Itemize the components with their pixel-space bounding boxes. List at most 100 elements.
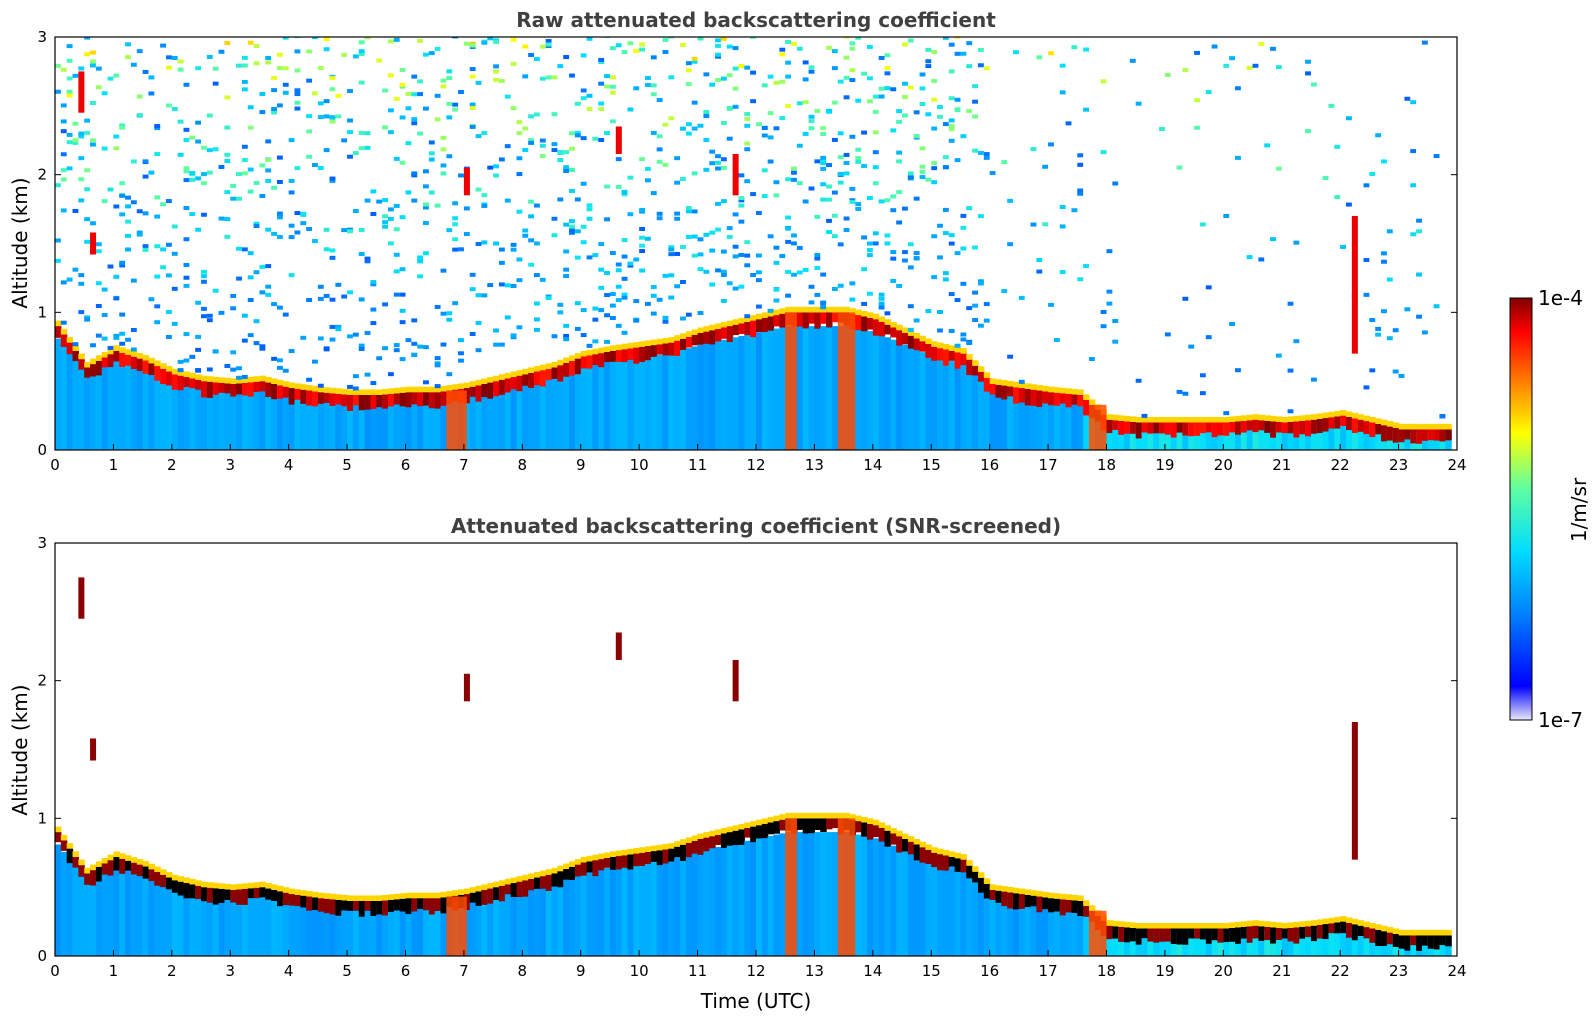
boundary-layer-cell (1153, 425, 1160, 450)
aerosol-layer-cell (1340, 921, 1347, 934)
noise-cell (498, 157, 505, 162)
layer-edge-cell (411, 892, 418, 899)
noise-cell (855, 156, 862, 161)
boundary-layer-cell (148, 877, 155, 956)
noise-cell (90, 59, 96, 64)
noise-cell (1369, 368, 1376, 373)
noise-cell (598, 285, 605, 290)
layer-edge-cell (516, 370, 523, 376)
boundary-layer-cell (300, 395, 307, 450)
boundary-layer-cell (487, 389, 494, 450)
noise-cell (452, 107, 459, 112)
aerosol-layer-cell (907, 335, 915, 349)
noise-cell (580, 333, 587, 338)
precipitation-streak (1088, 404, 1107, 450)
boundary-layer-cell (621, 865, 629, 956)
noise-cell (539, 143, 546, 148)
layer-edge-cell (551, 361, 558, 368)
noise-cell (767, 159, 774, 164)
aerosol-layer-cell (1240, 420, 1248, 433)
noise-cell (1375, 326, 1382, 331)
layer-edge-cell (113, 345, 120, 351)
boundary-layer-cell (1369, 931, 1376, 956)
noise-cell (271, 88, 277, 93)
noise-cell (907, 327, 914, 332)
noise-cell (516, 278, 523, 283)
noise-cell (720, 37, 727, 41)
boundary-layer-cell (954, 868, 962, 956)
boundary-layer-cell (352, 400, 360, 450)
noise-cell (382, 224, 388, 229)
noise-cell (645, 76, 651, 81)
noise-cell (726, 281, 733, 286)
boundary-layer-cell (796, 832, 804, 956)
aerosol-layer-cell (1381, 425, 1388, 442)
noise-cell (750, 37, 756, 39)
boundary-layer-cell (861, 329, 868, 450)
noise-cell (458, 338, 464, 343)
boundary-layer-cell (756, 332, 763, 450)
layer-edge-cell (720, 827, 728, 834)
layer-edge-cell (1264, 921, 1271, 927)
noise-cell (1164, 73, 1171, 78)
layer-edge-cell (726, 320, 734, 327)
noise-cell (66, 44, 73, 49)
noise-cell (458, 89, 464, 94)
layer-edge-cell (247, 882, 255, 889)
noise-cell (826, 163, 832, 168)
layer-edge-cell (1275, 416, 1283, 422)
aerosol-layer-cell (907, 841, 915, 855)
boundary-layer-cell (1124, 424, 1131, 450)
noise-cell (393, 252, 400, 257)
noise-cell (335, 282, 342, 287)
layer-edge-cell (1036, 891, 1043, 897)
noise-cell (855, 147, 862, 152)
noise-cell (271, 231, 277, 236)
noise-cell (744, 179, 751, 184)
noise-cell (925, 112, 932, 117)
aerosol-layer-cell (1445, 429, 1452, 441)
layer-edge-cell (1182, 922, 1189, 929)
noise-cell (820, 301, 827, 306)
noise-cell (557, 310, 564, 315)
boundary-layer-cell (1275, 424, 1283, 450)
noise-cell (358, 146, 365, 151)
precipitation-streak (1088, 910, 1107, 956)
boundary-layer-cell (148, 371, 155, 450)
noise-cell (785, 239, 792, 244)
layer-edge-cell (884, 319, 891, 325)
boundary-layer-cell (1170, 425, 1178, 450)
noise-cell (148, 75, 155, 80)
noise-cell (645, 301, 651, 306)
noise-cell (966, 306, 973, 311)
noise-cell (779, 253, 786, 258)
x-tick-label: 14 (863, 456, 882, 474)
aerosol-layer-cell (423, 392, 430, 406)
noise-cell (370, 211, 377, 216)
noise-cell (206, 318, 213, 323)
aerosol-layer-cell (1176, 422, 1184, 433)
boundary-layer-cell (95, 875, 103, 956)
layer-edge-cell (1322, 412, 1330, 419)
layer-edge-cell (1386, 927, 1394, 933)
noise-cell (656, 216, 663, 221)
noise-cell (107, 187, 114, 192)
layer-edge-cell (463, 888, 471, 895)
noise-cell (861, 164, 867, 169)
noise-cell (545, 75, 552, 80)
aerosol-layer-cell (1310, 925, 1318, 942)
aerosol-layer-cell (1147, 422, 1154, 434)
layer-edge-cell (779, 308, 786, 314)
layer-edge-cell (902, 833, 909, 839)
layer-edge-cell (1118, 921, 1125, 927)
layer-edge-cell (1410, 423, 1417, 430)
noise-cell (866, 291, 873, 296)
layer-edge-cell (703, 326, 710, 332)
noise-cell (861, 301, 867, 306)
x-tick-label: 18 (1097, 962, 1116, 980)
noise-cell (498, 247, 505, 252)
boundary-layer-cell (300, 901, 307, 956)
noise-cell (154, 195, 161, 200)
layer-edge-cell (592, 854, 599, 861)
aerosol-layer-cell (428, 898, 436, 915)
